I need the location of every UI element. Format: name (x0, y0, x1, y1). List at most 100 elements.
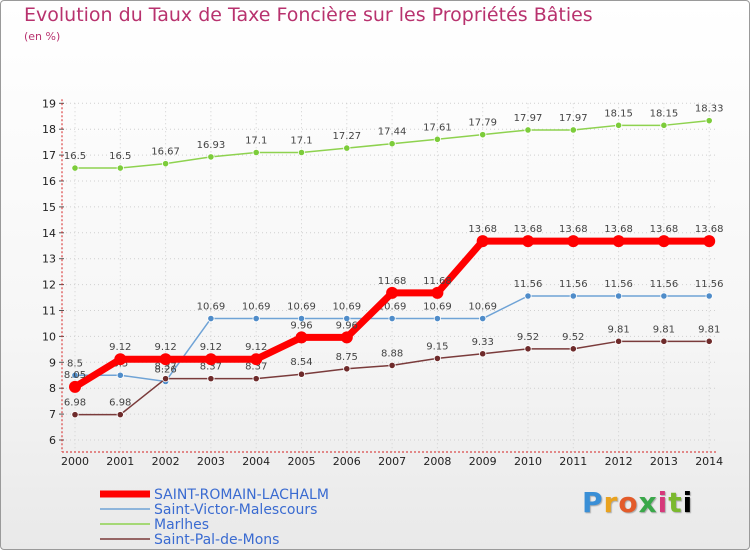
data-label-saint-romain-lachalm: 9.12 (109, 342, 131, 353)
point-marlhes (343, 144, 351, 152)
data-label-marlhes: 17.97 (559, 113, 588, 124)
data-label-saint-pal-de-mons: 8.37 (154, 362, 176, 373)
data-label-saint-romain-lachalm: 13.68 (604, 224, 633, 235)
point-marlhes (162, 160, 170, 168)
y-tick-label: 11 (42, 305, 56, 318)
point-marlhes (614, 121, 623, 129)
y-tick-label: 8 (49, 382, 56, 395)
point-saint-pal-de-mons (660, 337, 668, 345)
point-saint-pal-de-mons (162, 375, 170, 383)
data-label-saint-romain-lachalm: 9.12 (245, 342, 267, 353)
data-label-saint-victor-malescours: 11.56 (650, 279, 679, 290)
data-label-saint-pal-de-mons: 8.37 (245, 362, 267, 373)
logo-letter: i (682, 486, 694, 519)
y-tick-label: 10 (42, 330, 56, 343)
data-label-marlhes: 18.15 (604, 108, 633, 119)
y-tick-label: 15 (42, 201, 56, 214)
y-tick-label: 12 (42, 279, 56, 292)
data-label-saint-victor-malescours: 10.69 (197, 302, 226, 313)
data-label-saint-victor-malescours: 10.69 (287, 302, 316, 313)
point-saint-romain-lachalm (295, 331, 308, 344)
logo-letter: i (657, 486, 669, 519)
point-saint-romain-lachalm (114, 353, 127, 366)
data-label-saint-victor-malescours: 8.26 (154, 364, 176, 375)
point-saint-pal-de-mons (614, 337, 623, 345)
x-tick-label: 2014 (695, 455, 723, 468)
data-label-marlhes: 18.33 (695, 104, 724, 115)
data-label-saint-romain-lachalm: 8.05 (64, 370, 86, 381)
data-label-saint-romain-lachalm: 9.12 (154, 342, 176, 353)
point-saint-pal-de-mons (388, 361, 396, 370)
point-saint-victor-malescours (433, 314, 441, 323)
logo-letter: x (638, 486, 658, 519)
data-label-marlhes: 16.93 (197, 140, 226, 151)
chart-title: Evolution du Taux de Taxe Foncière sur l… (24, 4, 593, 26)
data-label-saint-victor-malescours: 11.56 (695, 279, 724, 290)
point-saint-romain-lachalm (476, 235, 489, 248)
x-tick-label: 2009 (469, 455, 497, 468)
point-saint-victor-malescours (388, 314, 396, 323)
x-tick-label: 2007 (378, 455, 406, 468)
point-saint-romain-lachalm (703, 235, 716, 248)
legend-label-saint-victor-malescours: Saint-Victor-Malescours (154, 502, 317, 518)
logo-letter: t (668, 486, 683, 519)
x-tick-label: 2003 (197, 455, 225, 468)
data-label-saint-victor-malescours: 8.5 (67, 358, 83, 369)
point-marlhes (388, 140, 396, 148)
data-label-marlhes: 16.5 (64, 151, 86, 162)
point-saint-romain-lachalm (204, 353, 217, 366)
point-saint-pal-de-mons (297, 370, 306, 378)
y-tick-label: 14 (42, 227, 56, 240)
point-saint-victor-malescours (116, 371, 124, 379)
data-label-marlhes: 16.67 (151, 147, 180, 158)
data-label-saint-romain-lachalm: 9.96 (290, 320, 312, 331)
point-saint-romain-lachalm (657, 235, 670, 248)
point-saint-romain-lachalm (612, 235, 625, 248)
y-tick-label: 13 (42, 253, 56, 266)
point-saint-pal-de-mons (433, 354, 441, 363)
data-label-marlhes: 17.97 (514, 113, 543, 124)
data-label-saint-pal-de-mons: 6.98 (64, 398, 86, 409)
point-marlhes (71, 164, 79, 172)
y-tick-label: 17 (42, 149, 56, 162)
logo-letter: r (603, 486, 619, 519)
data-label-marlhes: 17.27 (332, 131, 361, 142)
point-saint-pal-de-mons (479, 350, 487, 358)
y-tick-label: 6 (49, 434, 56, 447)
y-tick-label: 18 (42, 123, 56, 136)
point-saint-romain-lachalm (250, 353, 263, 366)
x-tick-label: 2008 (423, 455, 451, 468)
data-label-saint-victor-malescours: 11.56 (514, 279, 543, 290)
point-saint-pal-de-mons (116, 411, 124, 419)
data-label-saint-pal-de-mons: 8.37 (200, 362, 222, 373)
x-tick-label: 2005 (288, 455, 316, 468)
legend-label-saint-pal-de-mons: Saint-Pal-de-Mons (154, 532, 279, 548)
point-saint-victor-malescours (343, 314, 351, 323)
point-saint-victor-malescours (479, 314, 487, 323)
data-label-saint-victor-malescours: 10.69 (423, 302, 452, 313)
data-label-marlhes: 17.1 (245, 136, 267, 147)
point-saint-pal-de-mons (207, 375, 215, 383)
x-tick-label: 2001 (106, 455, 134, 468)
point-marlhes (433, 135, 441, 143)
point-saint-romain-lachalm (340, 331, 353, 344)
legend-label-marlhes: Marlhes (154, 517, 209, 533)
point-saint-pal-de-mons (71, 411, 79, 419)
data-label-saint-pal-de-mons: 9.52 (562, 332, 584, 343)
data-label-saint-romain-lachalm: 9.12 (200, 342, 222, 353)
data-label-marlhes: 17.79 (468, 118, 497, 129)
point-saint-romain-lachalm (522, 235, 534, 248)
data-label-saint-pal-de-mons: 9.81 (698, 324, 720, 335)
point-saint-romain-lachalm (69, 380, 81, 393)
x-tick-label: 2010 (514, 455, 542, 468)
x-tick-label: 2000 (61, 455, 89, 468)
data-label-saint-pal-de-mons: 8.54 (290, 357, 312, 368)
point-saint-pal-de-mons (343, 365, 351, 373)
data-label-saint-pal-de-mons: 9.33 (472, 337, 494, 348)
point-marlhes (297, 148, 306, 157)
data-label-saint-romain-lachalm: 9.96 (336, 320, 358, 331)
x-tick-label: 2012 (605, 455, 633, 468)
point-saint-pal-de-mons (252, 375, 260, 383)
data-label-marlhes: 18.15 (650, 108, 679, 119)
